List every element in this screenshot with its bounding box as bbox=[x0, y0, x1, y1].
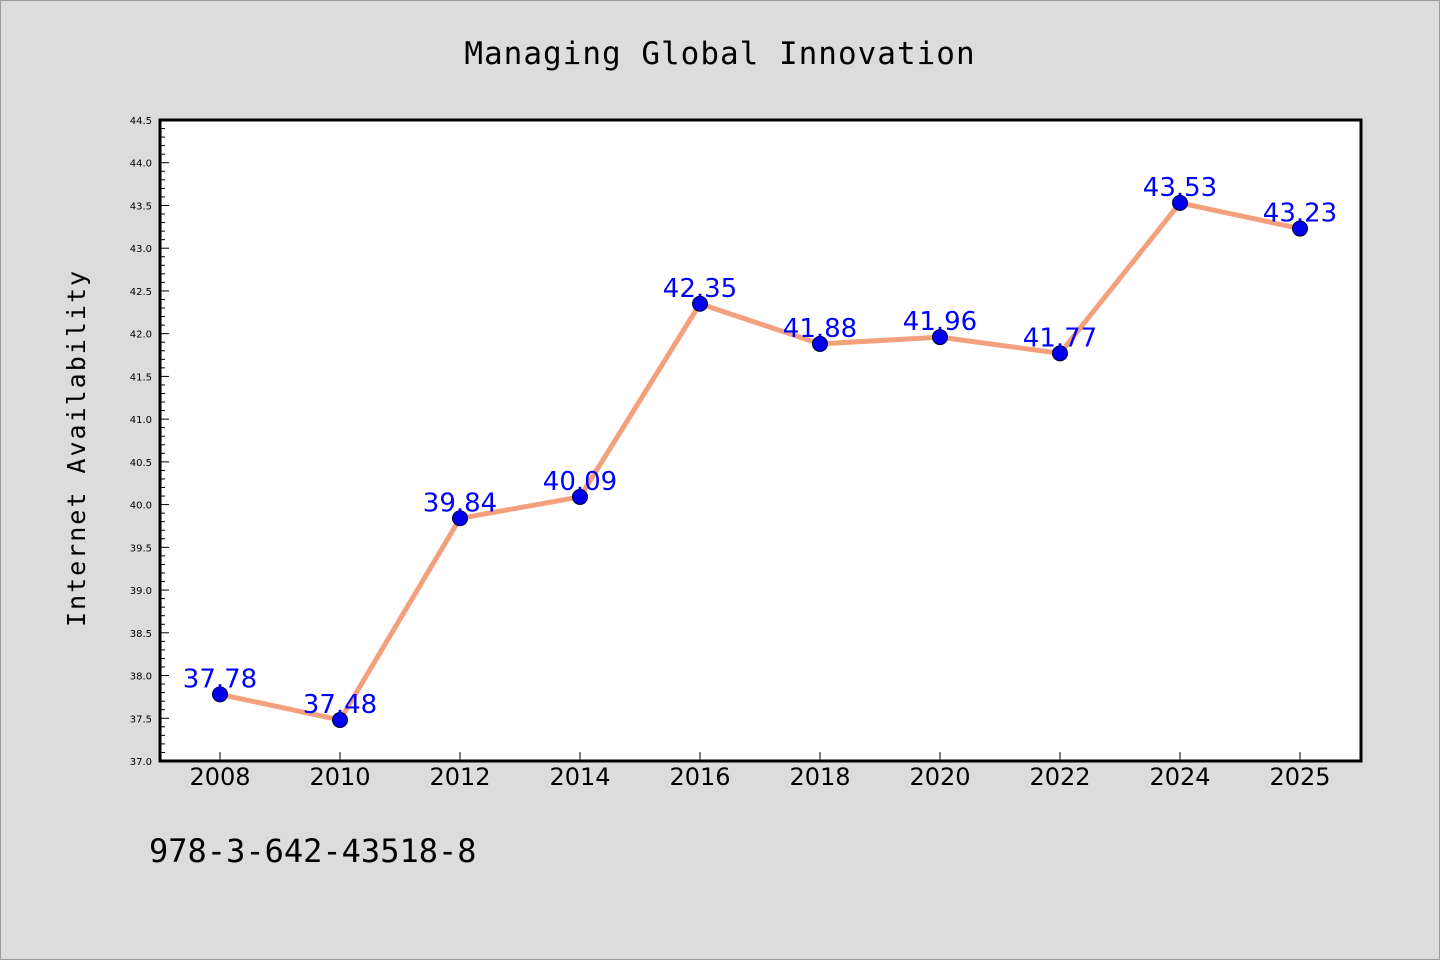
x-tick-label: 2024 bbox=[1149, 763, 1210, 791]
data-point bbox=[932, 329, 948, 346]
y-tick-label: 41.0 bbox=[130, 415, 152, 426]
y-tick-label: 37.5 bbox=[130, 714, 152, 725]
data-point bbox=[332, 711, 348, 728]
y-tick-label: 44.5 bbox=[130, 116, 152, 127]
x-tick-label: 2008 bbox=[189, 763, 250, 791]
data-point bbox=[572, 488, 588, 505]
y-tick-label: 39.0 bbox=[130, 586, 152, 597]
x-tick-label: 2014 bbox=[549, 763, 610, 791]
data-point bbox=[212, 686, 228, 703]
y-tick-label: 39.5 bbox=[130, 543, 152, 554]
y-tick-label: 42.5 bbox=[130, 287, 152, 298]
y-tick-label: 40.5 bbox=[130, 458, 152, 469]
data-point bbox=[692, 295, 708, 312]
series-line bbox=[217, 200, 1303, 723]
x-tick-label: 2012 bbox=[429, 763, 490, 791]
series-group: 37.78 37.48 39.84 40.09 42.35 41.88 41.96 41.77… bbox=[183, 173, 1337, 728]
y-tick-label: 41.5 bbox=[130, 372, 152, 383]
x-tick-label: 2020 bbox=[909, 763, 970, 791]
data-label: 41.77 bbox=[1023, 323, 1097, 353]
x-tick-label: 2025 bbox=[1269, 763, 1330, 791]
y-tick-label: 38.0 bbox=[130, 672, 152, 683]
data-label: 41.96 bbox=[903, 307, 977, 337]
x-tick-label: 2016 bbox=[669, 763, 730, 791]
data-label: 39.84 bbox=[423, 488, 497, 518]
y-tick-label: 37.0 bbox=[130, 757, 152, 768]
data-label: 40.09 bbox=[543, 467, 617, 497]
data-label: 43.23 bbox=[1263, 199, 1337, 229]
data-point bbox=[1052, 345, 1068, 362]
y-axis: 37.0 37.5 38.0 38.5 39.0 39.5 40.0 40.5 41.0 41.5… bbox=[130, 116, 169, 768]
y-tick-label: 43.5 bbox=[130, 201, 152, 212]
data-point bbox=[452, 510, 468, 527]
y-tick-label: 43.0 bbox=[130, 244, 152, 255]
chart-title: Managing Global Innovation bbox=[464, 36, 975, 72]
y-tick-label: 44.0 bbox=[130, 159, 152, 170]
isbn-label: 978-3-642-43518-8 bbox=[149, 832, 477, 870]
data-label: 37.48 bbox=[303, 690, 377, 720]
data-point bbox=[812, 335, 828, 352]
plot-area bbox=[158, 118, 1363, 763]
data-label: 37.78 bbox=[183, 664, 257, 694]
x-axis: 2008 2010 2012 2014 2016 2018 2020 2022 2024 2025 bbox=[189, 752, 1331, 791]
y-tick-label: 38.5 bbox=[130, 629, 152, 640]
x-tick-label: 2022 bbox=[1029, 763, 1090, 791]
x-tick-label: 2018 bbox=[789, 763, 850, 791]
y-tick-label: 42.0 bbox=[130, 330, 152, 341]
x-tick-label: 2010 bbox=[309, 763, 370, 791]
data-point bbox=[1292, 220, 1308, 237]
data-point bbox=[1172, 194, 1188, 211]
y-tick-label: 40.0 bbox=[130, 501, 152, 512]
data-label: 42.35 bbox=[663, 274, 737, 304]
data-label: 41.88 bbox=[783, 314, 857, 344]
y-axis-label: Internet Availability bbox=[62, 269, 91, 627]
data-label: 43.53 bbox=[1143, 173, 1217, 203]
